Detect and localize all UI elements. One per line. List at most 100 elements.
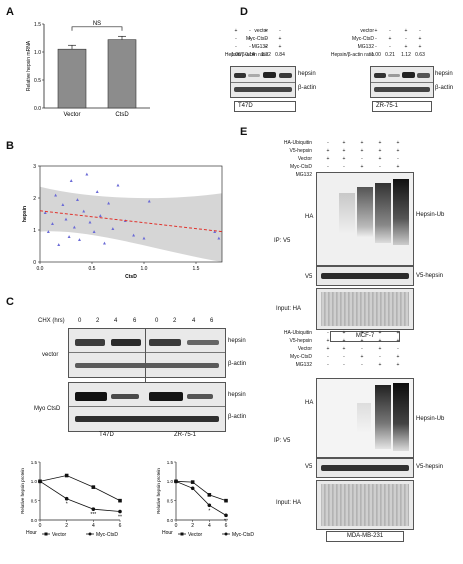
c1-series-line: [39, 480, 121, 512]
blot-d-zr751: [370, 66, 434, 98]
a-ytick-label: 0.0: [34, 106, 41, 112]
chx-timepoint: 0: [155, 318, 159, 324]
b-xtick-label: 1.0: [141, 266, 148, 272]
b-point: ▲: [56, 242, 61, 248]
d-right-row-value: 0.63: [415, 52, 425, 58]
c2-ytick-label: 1.0: [167, 479, 174, 484]
d-left-row-value: +: [248, 36, 252, 42]
d-left-row-label: MG132: [251, 44, 268, 50]
blot-d-t47d: [230, 66, 296, 98]
d-left-row-value: +: [264, 44, 268, 50]
chx-timepoint: 0: [78, 318, 82, 324]
a-sig-bracket: [71, 26, 123, 31]
a-bar: [57, 48, 87, 109]
c1-ylabel: Relative hepsin protein: [20, 468, 25, 514]
e-top-row-value: +: [342, 140, 346, 146]
c2-xlabel: Hour: [162, 530, 173, 536]
blot-e-bottom-input: [316, 480, 414, 530]
d-right-row-value: +: [404, 44, 408, 50]
b-ylabel: hepsin: [22, 206, 28, 222]
c1-xlabel: Hour: [26, 530, 37, 536]
e-bot-row-label: Myc-CtsD: [290, 354, 312, 360]
e-bot-row-value: +: [360, 338, 364, 344]
e-bot-row-value: -: [343, 362, 345, 368]
c1-point: [118, 509, 122, 514]
c1-ytick-label: 0.0: [31, 518, 38, 523]
e-bot-input-label: Input: HA: [276, 500, 302, 506]
panel-b-scatter-plot: ▲▲▲▲▲▲▲▲▲▲▲▲▲▲▲▲▲▲▲▲▲▲▲▲▲▲▲▲01230.00.51.…: [22, 164, 223, 280]
c2-point: [207, 493, 212, 497]
c2-ytick-label: 0.5: [167, 498, 174, 503]
e-top-row-label: Vector: [297, 156, 312, 162]
d-left-row-value: +: [278, 36, 282, 42]
e-bot-row-value: -: [327, 354, 329, 360]
chx-label: CHX (hrs): [38, 318, 65, 324]
b-point: ▲: [98, 213, 103, 219]
panel-c-letter: C: [6, 296, 14, 308]
b-point: ▲: [147, 199, 152, 205]
d-right-row-value: -: [405, 36, 407, 42]
e-top-row-value: +: [396, 164, 400, 170]
panel-d-letter: D: [240, 6, 248, 18]
e-bot-row-value: +: [378, 330, 382, 336]
panel-c-line-plot-2: 0.0 0.5 1.0 1.5 0 2 4 6 Hour Relative hepsin prot…: [156, 460, 254, 538]
e-bottom-cell-label: MDA-MB-231: [326, 531, 404, 542]
c1-ytick-label: 1.5: [31, 460, 38, 465]
d-right-row-value: +: [388, 36, 392, 42]
e-bot-row-value: -: [327, 330, 329, 336]
e-top-row-value: +: [378, 148, 382, 154]
b-ytick-label: 1: [33, 228, 36, 234]
c2-legend-label: Vector: [188, 532, 203, 538]
c2-ylabel: Relative hepsin protein: [156, 468, 161, 514]
e-top-row-label: V5-hepsin: [289, 148, 312, 154]
e-bot-ip-label: IP: V5: [274, 438, 291, 444]
c2-point: [224, 513, 228, 518]
e-bot-row-value: +: [396, 354, 400, 360]
c1-legend-marker: [88, 532, 92, 536]
blot-e-top-ha: [316, 172, 414, 266]
b-ytick-label: 3: [33, 164, 36, 170]
e-bot-row-value: +: [342, 330, 346, 336]
c2-point: [174, 479, 178, 484]
e-top-row-value: +: [396, 140, 400, 146]
e-bot-row-value: +: [360, 354, 364, 360]
d-left-row-label: Myc-CtsD: [246, 36, 268, 42]
c2-legend-marker: [180, 532, 184, 536]
b-xtick-label: 0.5: [89, 266, 96, 272]
e-top-row-value: -: [397, 156, 399, 162]
e-top-row-value: +: [326, 148, 330, 154]
e-top-ub-label: Hepsin-Ub: [416, 212, 445, 218]
b-point: ▲: [81, 208, 86, 214]
b-point: ▲: [102, 240, 107, 246]
d-left-row-value: +: [264, 28, 268, 34]
c2-series-line: [175, 480, 227, 516]
c2-series-line: [175, 480, 227, 502]
panel-c-line-plot-1: 0.0 0.5 1.0 1.5 0 2 4 6 Hour Relative hepsin prot…: [20, 460, 122, 538]
panel-e-letter: E: [240, 126, 248, 138]
b-plot-frame: [39, 165, 223, 263]
blot-e-top-input: [316, 288, 414, 330]
e-bot-ub-label: Hepsin-Ub: [416, 416, 445, 422]
a-sig-label: NS: [93, 21, 101, 27]
c1-annotation: **: [118, 514, 122, 520]
e-bot-row-value: -: [379, 354, 381, 360]
d-left-row-value: -: [235, 36, 237, 42]
d-right-actin-label: β-actin: [435, 85, 454, 91]
e-bot-row-value: +: [396, 338, 400, 344]
blot-e-bottom-ha: [316, 378, 414, 458]
e-top-row-label: Myc-CtsD: [290, 164, 312, 170]
e-top-input-label: Input: HA: [276, 306, 302, 312]
e-bot-v5-label: V5: [305, 464, 313, 470]
e-bot-row-value: +: [342, 346, 346, 352]
e-bot-row-value: -: [361, 362, 363, 368]
label-actin-2: β-actin: [228, 414, 247, 420]
d-left-row-value: 1.00: [231, 52, 241, 58]
e-top-row-value: +: [360, 164, 364, 170]
b-point: ▲: [131, 232, 136, 238]
e-bot-row-label: HA-Ubiquitin: [283, 330, 312, 336]
d-right-row-label: vector: [360, 28, 374, 34]
e-top-ha-label: HA: [305, 214, 314, 220]
d-right-row-value: +: [418, 44, 422, 50]
e-top-row-value: -: [327, 164, 329, 170]
b-point: ▲: [216, 236, 221, 242]
